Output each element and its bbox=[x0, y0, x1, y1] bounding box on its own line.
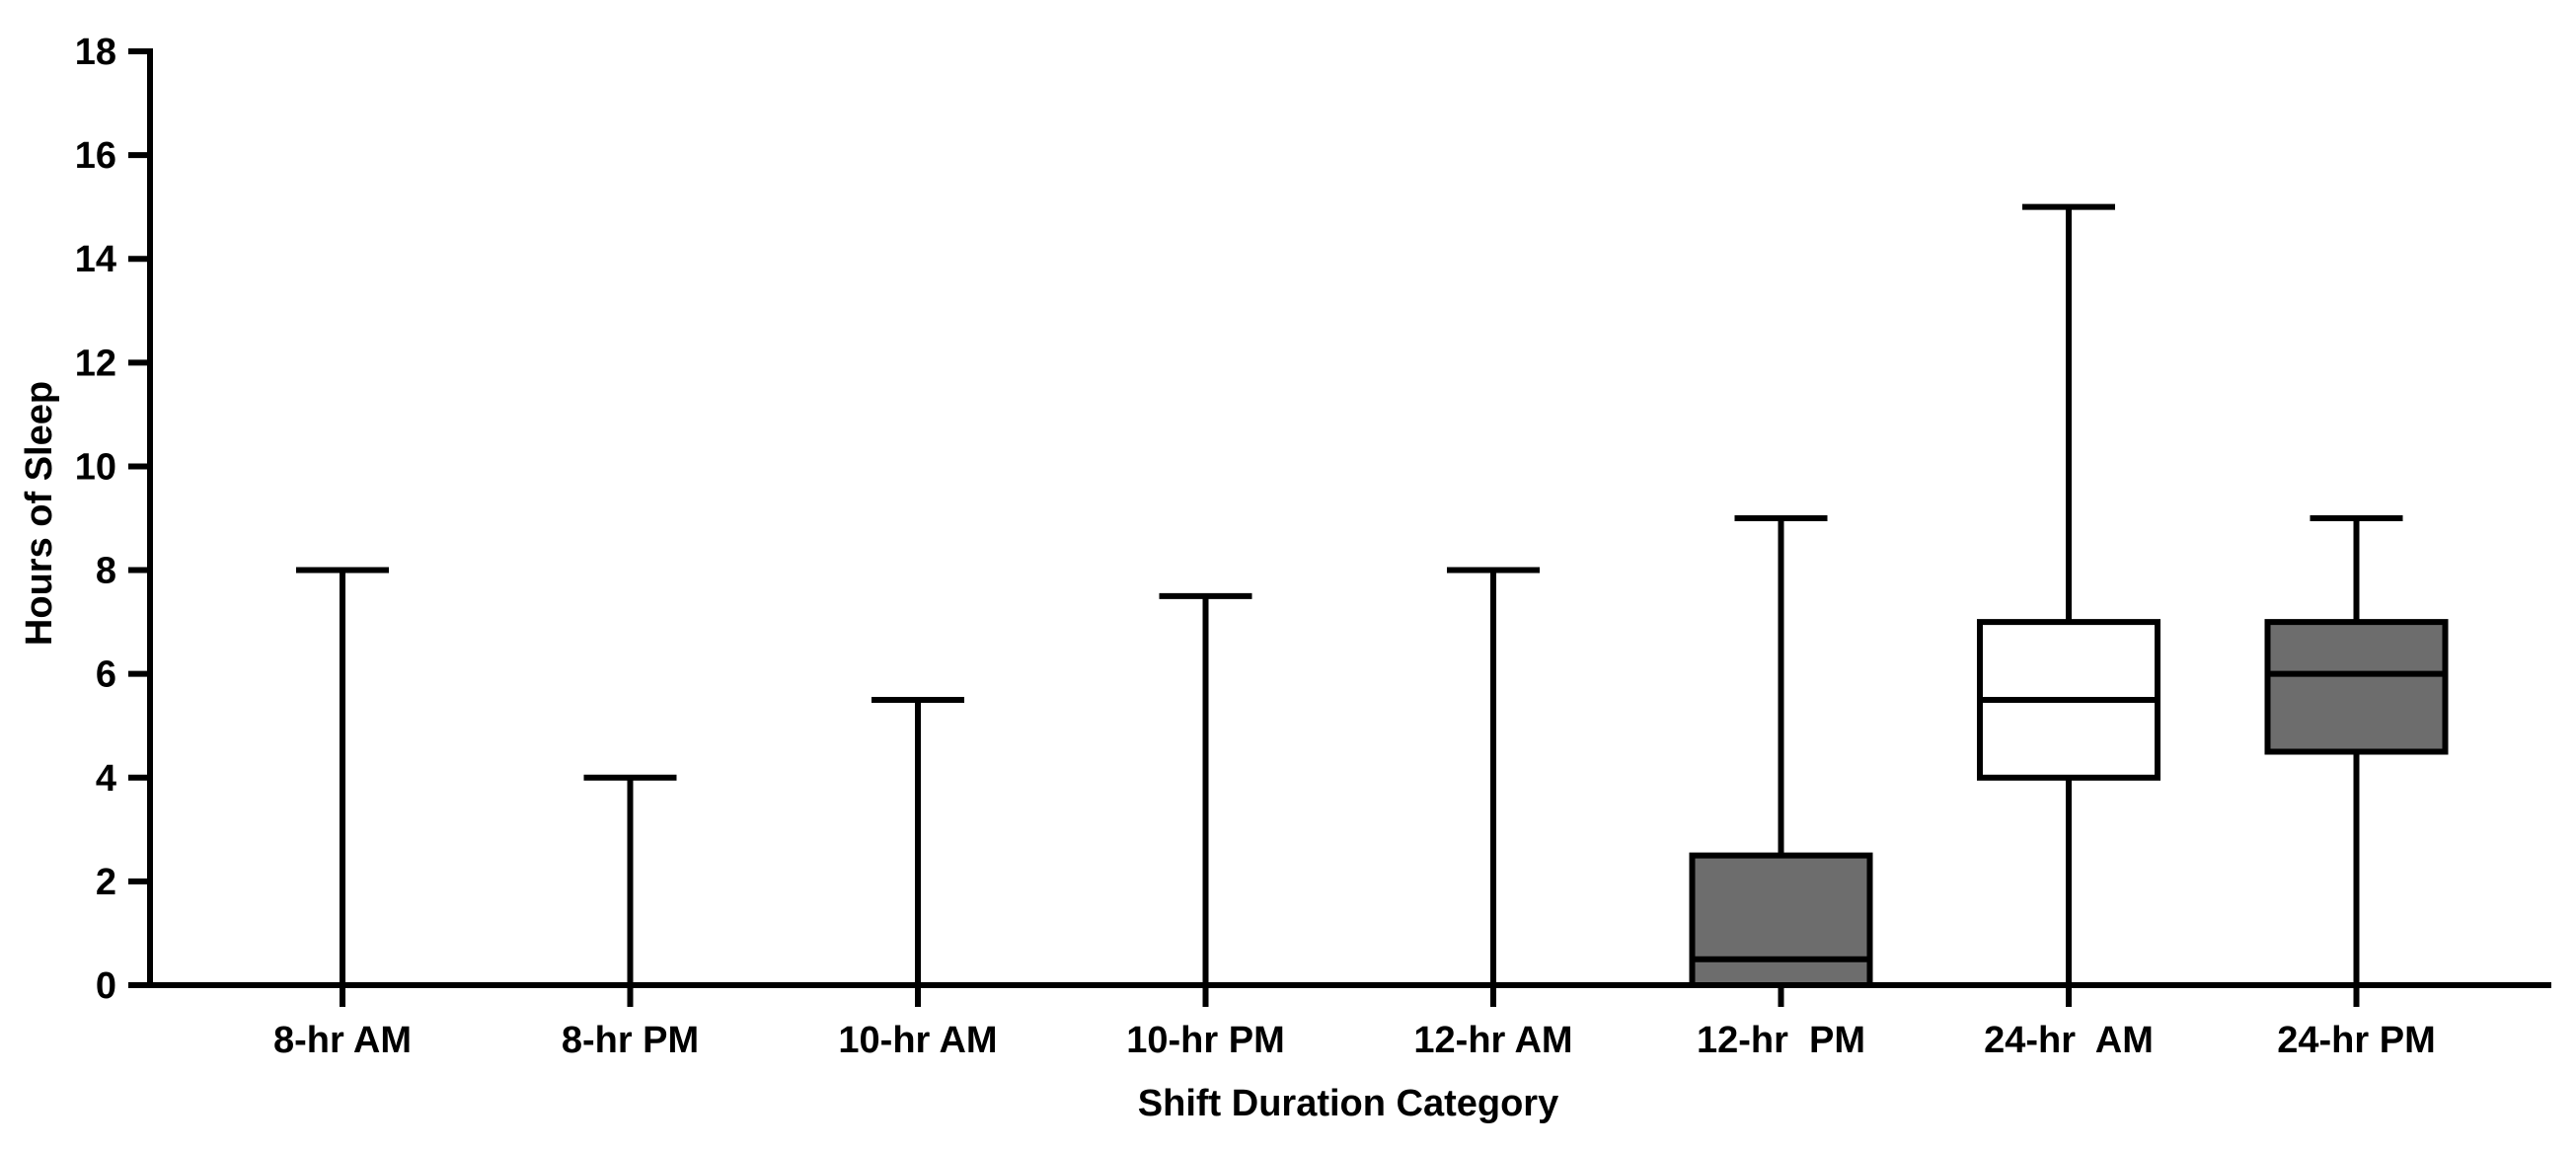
y-tick-label: 0 bbox=[96, 965, 116, 1007]
y-tick-label: 8 bbox=[96, 551, 116, 592]
x-tick-label: 24-hr AM bbox=[1984, 1020, 2154, 1061]
y-tick-label: 6 bbox=[96, 654, 116, 696]
x-axis-title: Shift Duration Category bbox=[1138, 1083, 1558, 1124]
y-tick-label: 16 bbox=[75, 135, 116, 177]
y-tick-label: 18 bbox=[75, 32, 116, 73]
box-iqr bbox=[1689, 852, 1873, 988]
x-tick-label: 24-hr PM bbox=[2277, 1020, 2435, 1061]
y-tick-label: 12 bbox=[75, 343, 116, 384]
y-tick-label: 10 bbox=[75, 446, 116, 488]
x-tick-label: 12-hr PM bbox=[1697, 1020, 1865, 1061]
y-axis-title: Hours of Sleep bbox=[19, 381, 60, 646]
x-tick-label: 10-hr PM bbox=[1126, 1020, 1284, 1061]
x-tick-label: 8-hr AM bbox=[273, 1020, 412, 1061]
x-tick-label: 12-hr AM bbox=[1413, 1020, 1572, 1061]
y-tick-label: 2 bbox=[96, 862, 116, 903]
y-tick-label: 14 bbox=[75, 239, 116, 280]
y-tick-label: 4 bbox=[96, 758, 116, 800]
x-tick-label: 8-hr PM bbox=[562, 1020, 699, 1061]
plot-area: 0 2 4 6 8 10 12 14 16 18 8-hr AM 8-hr PM 10-hr AM 10-… bbox=[75, 32, 2551, 1061]
x-tick-label: 10-hr AM bbox=[838, 1020, 997, 1061]
box-iqr bbox=[2264, 619, 2449, 755]
